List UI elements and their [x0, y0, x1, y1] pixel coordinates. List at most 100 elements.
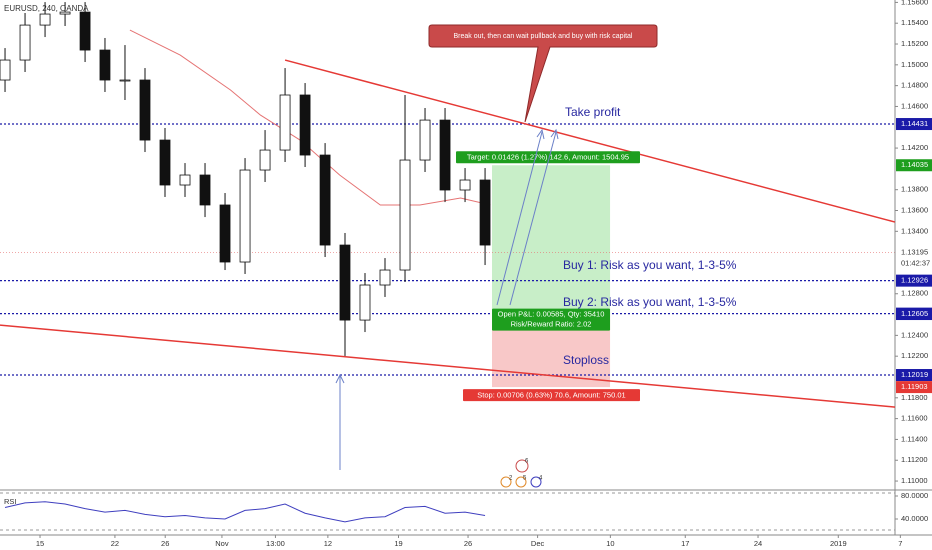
y-tick-label: 1.11600	[901, 414, 928, 423]
rsi-label: RSI	[4, 497, 17, 506]
candle-body	[359, 284, 371, 321]
candle-body	[59, 11, 71, 15]
price-label-box	[896, 246, 932, 270]
candle-body	[0, 59, 11, 81]
y-tick-label: 1.15200	[901, 39, 928, 48]
position-label: Target: 0.01426 (1.27%) 142.6, Amount: 1…	[467, 153, 629, 162]
candle-body	[459, 179, 471, 191]
position-label: Risk/Reward Ratio: 2.02	[511, 320, 592, 329]
position-label-box	[492, 308, 611, 331]
x-tick-label: 12	[324, 539, 332, 548]
y-tick-label: 1.15600	[901, 0, 928, 6]
y-tick-label: 1.11000	[901, 476, 928, 485]
candle-body	[199, 174, 211, 206]
candle-body	[319, 154, 331, 246]
x-tick-label: 17	[681, 539, 689, 548]
rsi-tick-label: 40.0000	[901, 514, 928, 523]
candle-body	[99, 49, 111, 81]
candle-body	[179, 174, 191, 186]
note: Stoploss	[563, 353, 609, 367]
candle-body	[479, 179, 491, 246]
price-label: 1.12019	[901, 370, 928, 379]
position-label-box	[456, 151, 640, 164]
candle-body	[119, 79, 131, 82]
x-tick-label: 22	[111, 539, 119, 548]
event-count: 6	[525, 459, 529, 465]
candle-body	[379, 269, 391, 286]
countdown: 01:42:37	[901, 259, 930, 268]
event-count: 5	[523, 476, 527, 482]
price-label-box	[896, 381, 932, 394]
candle-body	[439, 119, 451, 191]
x-tick-label: 24	[754, 539, 762, 548]
callout-box	[428, 24, 658, 123]
y-tick-label: 1.14200	[901, 143, 928, 152]
y-tick-label: 1.11400	[901, 434, 928, 443]
overlay-layer: Target: 0.01426 (1.27%) 142.6, Amount: 1…	[0, 59, 932, 523]
event-icon[interactable]	[515, 476, 527, 488]
arrows	[335, 128, 559, 470]
note: Buy 1: Risk as you want, 1-3-5%	[563, 258, 737, 272]
x-tick-label: Nov	[215, 539, 229, 548]
note: Take profit	[565, 105, 621, 119]
price-label: 1.11903	[901, 382, 928, 391]
rsi-line	[4, 501, 486, 523]
price-label-box	[896, 369, 932, 382]
candle-body	[279, 94, 291, 151]
candle-body	[39, 13, 51, 26]
price-label-box	[896, 118, 932, 131]
event-count: 2	[509, 476, 513, 482]
x-tick-label: 2019	[830, 539, 847, 548]
rsi-tick-label: 80.0000	[901, 491, 928, 500]
price-label: 1.14431	[901, 119, 928, 128]
y-tick-label: 1.11200	[901, 455, 928, 464]
y-tick-label: 1.13800	[901, 185, 928, 194]
event-icon[interactable]	[500, 476, 512, 488]
event-icon[interactable]	[515, 459, 529, 473]
position-label: Open P&L: 0.00585, Qty: 35410	[498, 310, 605, 319]
y-tick-label: 1.15000	[901, 60, 928, 69]
price-label-box	[896, 274, 932, 287]
x-tick-label: 15	[36, 539, 44, 548]
x-tick-label: 19	[394, 539, 402, 548]
price-label: 1.13195	[901, 248, 928, 257]
y-tick-label: 1.13600	[901, 205, 928, 214]
position-label: Stop: 0.00706 (0.63%) 70.6, Amount: 750.…	[477, 391, 625, 400]
y-tick-label: 1.11800	[901, 393, 928, 402]
candle-body	[159, 139, 171, 186]
chart-title: EURUSD, 240, OANDA	[4, 4, 89, 13]
x-tick-label: 26	[464, 539, 472, 548]
price-label: 1.12605	[901, 309, 928, 318]
candle-body	[339, 244, 351, 321]
x-tick-label: Dec	[531, 539, 545, 548]
candle-body	[79, 11, 91, 51]
x-tick-label: 10	[606, 539, 614, 548]
y-tick-label: 1.12200	[901, 351, 928, 360]
candle-body	[259, 149, 271, 171]
y-tick-label: 1.12400	[901, 330, 928, 339]
price-label-box	[896, 159, 932, 172]
position-label-box	[463, 389, 640, 402]
trend-line	[0, 324, 896, 408]
price-label-box	[896, 308, 932, 321]
callout-text: Break out, then can wait pullback and bu…	[454, 33, 633, 40]
y-tick-label: 1.14800	[901, 81, 928, 90]
candle-body	[239, 169, 251, 263]
trend-line	[284, 59, 896, 223]
y-tick-label: 1.13400	[901, 226, 928, 235]
candle-body	[299, 94, 311, 156]
y-tick-label: 1.15400	[901, 18, 928, 27]
price-label: 1.14035	[901, 160, 928, 169]
y-tick-label: 1.14600	[901, 101, 928, 110]
candle-body	[139, 79, 151, 141]
candle-body	[19, 24, 31, 61]
x-tick-label: 26	[161, 539, 169, 548]
note: Buy 2: Risk as you want, 1-3-5%	[563, 295, 737, 309]
x-tick-label: 7	[898, 539, 902, 548]
event-icon[interactable]	[530, 476, 542, 488]
candle-body	[419, 119, 431, 161]
profit-zone	[492, 165, 611, 314]
